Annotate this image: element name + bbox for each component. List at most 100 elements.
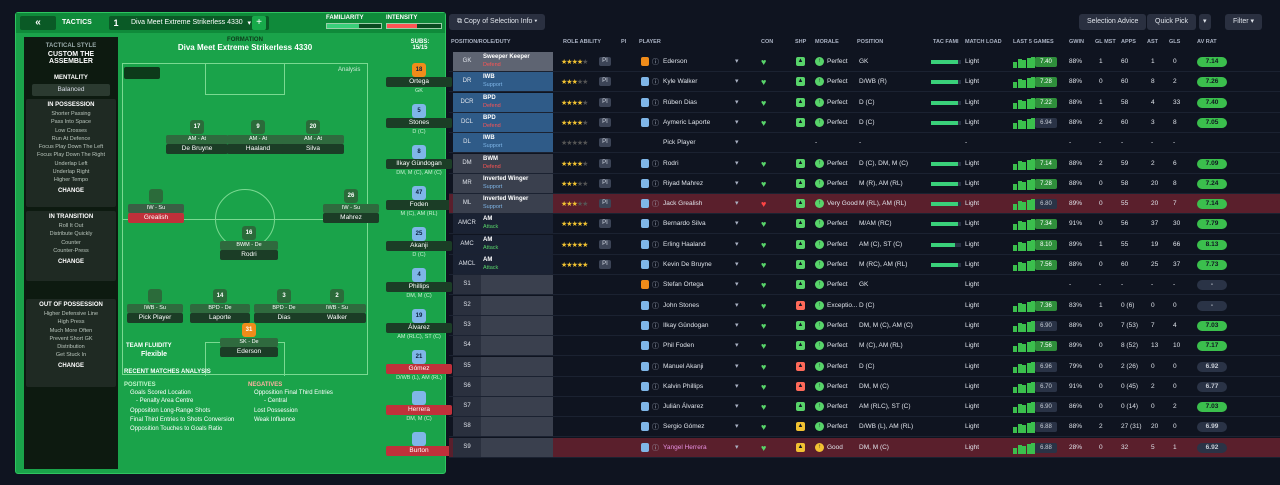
table-row[interactable]: S6 ⓘ Kalvin Phillips ▾ ♥ ▲ ↑ Perfect DM, M (C) Li… xyxy=(449,376,1280,397)
chevron-down-icon[interactable]: ▾ xyxy=(735,240,739,248)
role-duty[interactable]: AM Attack xyxy=(481,214,553,234)
sub-player[interactable]: 25 Akanji D (C) xyxy=(386,227,452,259)
info-icon[interactable]: ⓘ xyxy=(652,363,659,371)
quick-pick-dropdown[interactable]: ▾ xyxy=(1199,14,1211,30)
info-icon[interactable]: ⓘ xyxy=(652,99,659,107)
sub-player[interactable]: Burton xyxy=(386,432,452,456)
pitch-player[interactable]: 16 BWM - De Rodri xyxy=(220,226,278,260)
role-duty[interactable]: AM Attack xyxy=(481,255,553,274)
position-slot[interactable]: GK xyxy=(453,52,481,71)
table-row[interactable]: ML Inverted Winger Support ★★★★★ PI ⓘ Jack Gre… xyxy=(449,194,1280,215)
pi-icon[interactable]: PI xyxy=(599,260,611,269)
tactic-selector[interactable]: 1 Diva Meet Extreme Strikerless 4330 ▾ xyxy=(109,16,269,30)
pi-icon[interactable]: PI xyxy=(599,138,611,148)
role-duty[interactable]: AM Attack xyxy=(481,234,553,254)
role-duty[interactable]: BWM Defend xyxy=(481,153,553,173)
position-slot[interactable]: DM xyxy=(453,153,481,173)
table-row[interactable]: AMC AM Attack ★★★★★ PI ⓘ Erling Haaland ▾ ♥ ▲ ↑ Per… xyxy=(449,234,1280,255)
chevron-down-icon[interactable]: ▾ xyxy=(735,78,739,86)
position-slot[interactable]: S3 xyxy=(453,315,481,335)
pitch-player[interactable]: 14 BPD - De Laporte xyxy=(190,289,250,323)
pi-icon[interactable]: PI xyxy=(599,57,611,66)
chevron-down-icon[interactable]: ▾ xyxy=(735,200,739,208)
player-name[interactable]: Julián Álvarez xyxy=(663,403,704,411)
chevron-down-icon[interactable]: ▾ xyxy=(735,403,739,411)
table-row[interactable]: S9 ⓘ Yangel Herrera ▾ ♥ ▲ ↑ Good DM, M (C) Light 6… xyxy=(449,437,1280,458)
chevron-down-icon[interactable]: ▾ xyxy=(735,281,739,289)
pitch-view-toggles[interactable] xyxy=(124,67,160,79)
chevron-down-icon[interactable]: ▾ xyxy=(735,261,739,268)
info-icon[interactable]: ⓘ xyxy=(652,59,659,66)
position-slot[interactable]: AMCR xyxy=(453,214,481,234)
role-duty[interactable]: Sweeper Keeper Defend xyxy=(481,52,553,71)
position-slot[interactable]: S4 xyxy=(453,336,481,356)
column-header[interactable]: GLS xyxy=(1169,39,1181,45)
table-row[interactable]: S4 ⓘ Phil Foden ▾ ♥ ▲ ↑ Perfect M (C), AM (RL) Li… xyxy=(449,336,1280,357)
pi-icon[interactable]: PI xyxy=(599,77,611,87)
role-duty[interactable] xyxy=(481,356,553,376)
chevron-down-icon[interactable]: ▾ xyxy=(735,118,739,126)
position-slot[interactable]: DR xyxy=(453,72,481,92)
column-header[interactable]: CON xyxy=(761,39,774,45)
back-button[interactable]: « xyxy=(20,16,56,30)
pitch-player[interactable]: 31 SK - De Ederson xyxy=(220,323,278,357)
chevron-down-icon[interactable]: ▾ xyxy=(735,382,739,390)
out-of-possession-change-button[interactable]: CHANGE xyxy=(57,362,84,369)
sub-player[interactable]: 47 Foden M (C), AM (RL) xyxy=(386,186,452,218)
info-icon[interactable]: ⓘ xyxy=(652,79,659,87)
role-duty[interactable] xyxy=(481,376,553,396)
table-row[interactable]: S8 ⓘ Sergio Gómez ▾ ♥ ▲ ↑ Perfect D/WB (L), AM (… xyxy=(449,417,1280,438)
pitch-player[interactable]: IWB - Su Pick Player xyxy=(127,289,183,323)
player-name[interactable]: Manuel Akanji xyxy=(663,362,704,370)
table-row[interactable]: S5 ⓘ Manuel Akanji ▾ ♥ ▲ ↑ Perfect D (C) Light 6.9… xyxy=(449,356,1280,377)
table-row[interactable]: S1 ⓘ Stefan Ortega ▾ ♥ ▲ ↑ Perfect GK Light - - - - - - xyxy=(449,275,1280,296)
chevron-down-icon[interactable]: ▾ xyxy=(735,321,739,329)
info-icon[interactable]: ⓘ xyxy=(652,262,659,269)
recent-analysis-title[interactable]: RECENT MATCHES ANALYSIS xyxy=(124,369,211,375)
sub-player[interactable]: 21 Gómez D/WB (L), AM (RL) xyxy=(386,350,452,382)
info-icon[interactable]: ⓘ xyxy=(652,180,659,188)
position-slot[interactable]: S2 xyxy=(453,295,481,315)
column-header[interactable]: LAST 5 GAMES xyxy=(1013,39,1054,45)
position-slot[interactable]: S6 xyxy=(453,376,481,396)
role-duty[interactable]: BPD Defend xyxy=(481,112,553,132)
player-name[interactable]: Yangel Herrera xyxy=(663,443,707,451)
column-header[interactable]: PLAYER xyxy=(639,39,661,45)
copy-selection-info-button[interactable]: ⧉ Copy of Selection Info ▾ xyxy=(449,14,546,30)
pi-icon[interactable]: PI xyxy=(599,158,611,168)
position-slot[interactable]: AMCL xyxy=(453,255,481,274)
info-icon[interactable]: ⓘ xyxy=(652,302,659,310)
role-duty[interactable] xyxy=(481,336,553,356)
player-name[interactable]: Rodri xyxy=(663,159,679,167)
info-icon[interactable]: ⓘ xyxy=(652,119,659,127)
table-row[interactable]: AMCL AM Attack ★★★★★ PI ⓘ Kevin De Bruyne ▾ ♥ ▲ ↑ P… xyxy=(449,255,1280,275)
table-row[interactable]: S2 ⓘ John Stones ▾ ♥ ▲ ↑ Exceptio... D (C) Light 7… xyxy=(449,295,1280,316)
info-icon[interactable]: ⓘ xyxy=(652,201,659,209)
player-name[interactable]: Sergio Gómez xyxy=(663,423,705,431)
info-icon[interactable]: ⓘ xyxy=(652,322,659,330)
formation-name[interactable]: Diva Meet Extreme Strikerless 4330 xyxy=(177,43,313,52)
player-name[interactable]: Kyle Walker xyxy=(663,78,698,86)
sub-player[interactable]: Herrera DM, M (C) xyxy=(386,391,452,423)
role-duty[interactable] xyxy=(481,275,553,295)
player-name[interactable]: Jack Grealish xyxy=(663,200,703,208)
tactical-style-value[interactable]: CUSTOM THE ASSEMBLER xyxy=(47,51,95,65)
info-icon[interactable]: ⓘ xyxy=(652,160,659,168)
info-icon[interactable]: ⓘ xyxy=(652,282,659,290)
table-row[interactable]: DCR BPD Defend ★★★★★ PI ⓘ Rúben Dias ▾ ♥ ▲ ↑ Perfec… xyxy=(449,92,1280,113)
player-name[interactable]: Pick Player xyxy=(663,139,696,147)
info-icon[interactable]: ⓘ xyxy=(652,444,659,452)
column-header[interactable]: APPS xyxy=(1121,39,1136,45)
analysis-link[interactable]: Analysis xyxy=(338,67,361,73)
role-duty[interactable]: Inverted Winger Support xyxy=(481,194,553,214)
chevron-down-icon[interactable]: ▾ xyxy=(735,443,739,451)
chevron-down-icon[interactable]: ▾ xyxy=(735,159,739,167)
pitch-player[interactable]: 26 IW - Su Mahrez xyxy=(323,189,379,223)
position-slot[interactable]: S9 xyxy=(453,437,481,457)
position-slot[interactable]: DL xyxy=(453,133,481,153)
column-header[interactable]: GWIN xyxy=(1069,39,1084,45)
position-slot[interactable]: MR xyxy=(453,173,481,193)
player-name[interactable]: Stefan Ortega xyxy=(663,281,704,289)
player-name[interactable]: Kalvin Phillips xyxy=(663,382,704,390)
role-duty[interactable]: Inverted Winger Support xyxy=(481,173,553,193)
